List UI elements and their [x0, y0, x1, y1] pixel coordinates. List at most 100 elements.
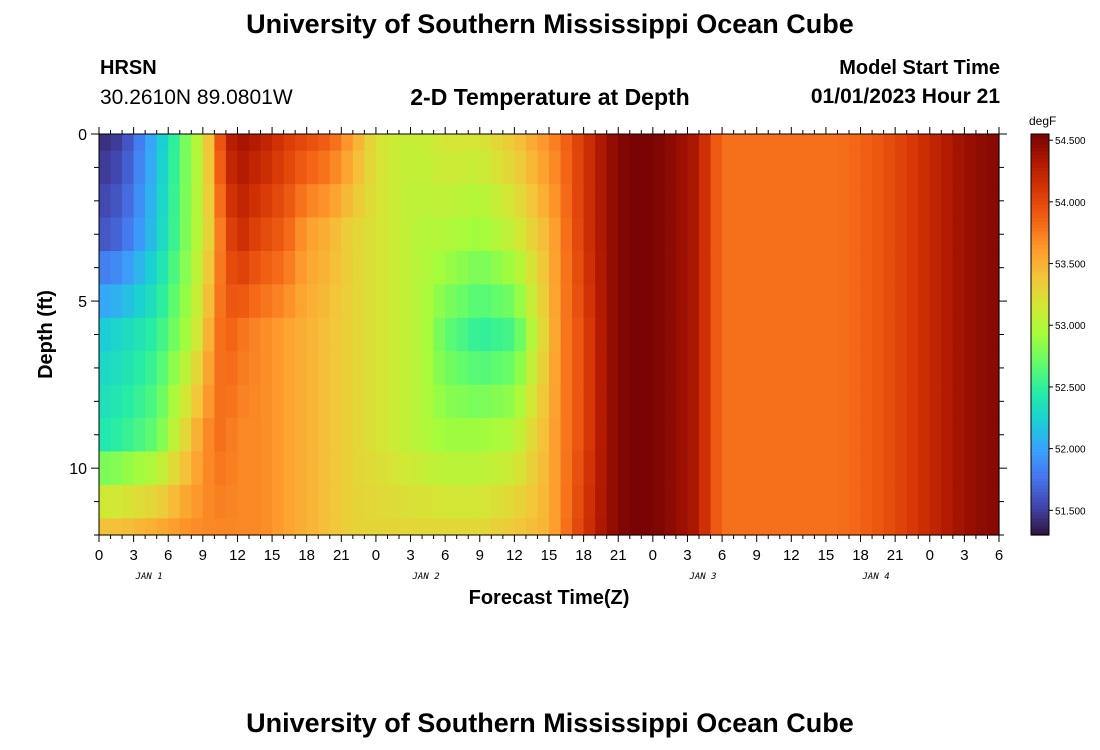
heatmap-cell	[399, 284, 412, 319]
heatmap-cell	[791, 384, 804, 419]
heatmap-cell	[145, 317, 158, 352]
colorbar-cell	[1031, 324, 1049, 329]
heatmap-cell	[133, 134, 146, 152]
heatmap-cell	[606, 250, 619, 285]
heatmap-cell	[699, 518, 712, 536]
heatmap-cell	[249, 284, 262, 319]
heatmap-cell	[99, 317, 112, 352]
heatmap-cell	[629, 451, 642, 486]
heatmap-cell	[283, 250, 296, 285]
colorbar-cell	[1031, 341, 1049, 346]
heatmap-cell	[110, 150, 123, 185]
heatmap-cell	[964, 418, 977, 453]
colorbar-cell	[1031, 220, 1049, 225]
heatmap-cell	[214, 184, 227, 219]
heatmap-cell	[122, 484, 135, 519]
heatmap-cell	[214, 317, 227, 352]
heatmap-cell	[399, 250, 412, 285]
heatmap-cell	[491, 284, 504, 319]
x-tick-label: 21	[610, 547, 627, 564]
heatmap-cell	[895, 418, 908, 453]
heatmap-cell	[802, 518, 815, 536]
heatmap-cell	[410, 250, 423, 285]
heatmap-cell	[191, 217, 204, 252]
heatmap-cell	[410, 150, 423, 185]
heatmap-cell	[872, 384, 885, 419]
heatmap-cell	[872, 317, 885, 352]
heatmap-cell	[952, 134, 965, 152]
heatmap-cell	[652, 184, 665, 219]
heatmap-cell	[341, 150, 354, 185]
heatmap-cell	[733, 217, 746, 252]
heatmap-cell	[260, 150, 273, 185]
heatmap-cell	[468, 418, 481, 453]
heatmap-cell	[641, 150, 654, 185]
colorbar-cell	[1031, 374, 1049, 379]
heatmap-cell	[145, 351, 158, 386]
heatmap-cell	[895, 150, 908, 185]
heatmap-cell	[422, 134, 435, 152]
heatmap-cell	[422, 518, 435, 536]
heatmap-cell	[283, 134, 296, 152]
heatmap-cell	[133, 150, 146, 185]
heatmap-cell	[479, 384, 492, 419]
heatmap-cell	[560, 518, 573, 536]
heatmap-cell	[145, 518, 158, 536]
heatmap-cell	[975, 184, 989, 219]
heatmap-cell	[595, 184, 608, 219]
heatmap-cell	[295, 184, 308, 219]
heatmap-cell	[549, 418, 562, 453]
heatmap-cell	[802, 384, 815, 419]
heatmap-cell	[583, 150, 596, 185]
heatmap-cell	[502, 150, 515, 185]
heatmap-cell	[687, 384, 700, 419]
heatmap-cell	[537, 351, 550, 386]
heatmap-cell	[722, 484, 735, 519]
heatmap-cell	[456, 384, 469, 419]
heatmap-cell	[156, 451, 169, 486]
heatmap-cell	[675, 150, 689, 185]
heatmap-cell	[837, 351, 850, 386]
heatmap-cell	[468, 484, 481, 519]
colorbar-cell	[1031, 154, 1049, 158]
heatmap-cell	[906, 317, 919, 352]
heatmap-cell	[237, 351, 250, 386]
heatmap-cell	[537, 150, 550, 185]
heatmap-cell	[249, 518, 262, 536]
heatmap-cell	[249, 150, 262, 185]
heatmap-cell	[295, 451, 308, 486]
heatmap-cell	[422, 150, 435, 185]
heatmap-cell	[652, 418, 665, 453]
heatmap-cell	[849, 418, 862, 453]
heatmap-cell	[906, 250, 919, 285]
heatmap-cell	[964, 384, 977, 419]
heatmap-cell	[572, 351, 585, 386]
heatmap-cell	[110, 317, 123, 352]
heatmap-cell	[525, 351, 539, 386]
heatmap-cell	[595, 484, 608, 519]
heatmap-cell	[179, 518, 192, 536]
heatmap-cell	[318, 451, 331, 486]
heatmap-cell	[202, 317, 215, 352]
heatmap-cell	[168, 134, 181, 152]
heatmap-cell	[341, 184, 354, 219]
heatmap-cell	[722, 418, 735, 453]
heatmap-cell	[295, 217, 308, 252]
heatmap-cell	[652, 451, 665, 486]
heatmap-cell	[929, 250, 942, 285]
heatmap-cell	[318, 217, 331, 252]
heatmap-cell	[964, 284, 977, 319]
heatmap-cell	[941, 184, 954, 219]
colorbar-cell	[1031, 431, 1049, 436]
colorbar-cell	[1031, 488, 1049, 493]
x-tick-label: 15	[264, 547, 281, 564]
heatmap-cell	[225, 451, 239, 486]
colorbar-cell	[1031, 521, 1049, 526]
heatmap-cell	[260, 484, 273, 519]
heatmap-cell	[987, 134, 1000, 152]
heatmap-cell	[964, 184, 977, 219]
heatmap-cell	[745, 317, 758, 352]
model-start-value: 01/01/2023 Hour 21	[810, 85, 1000, 108]
heatmap-cell	[814, 184, 827, 219]
heatmap-cell	[525, 384, 539, 419]
